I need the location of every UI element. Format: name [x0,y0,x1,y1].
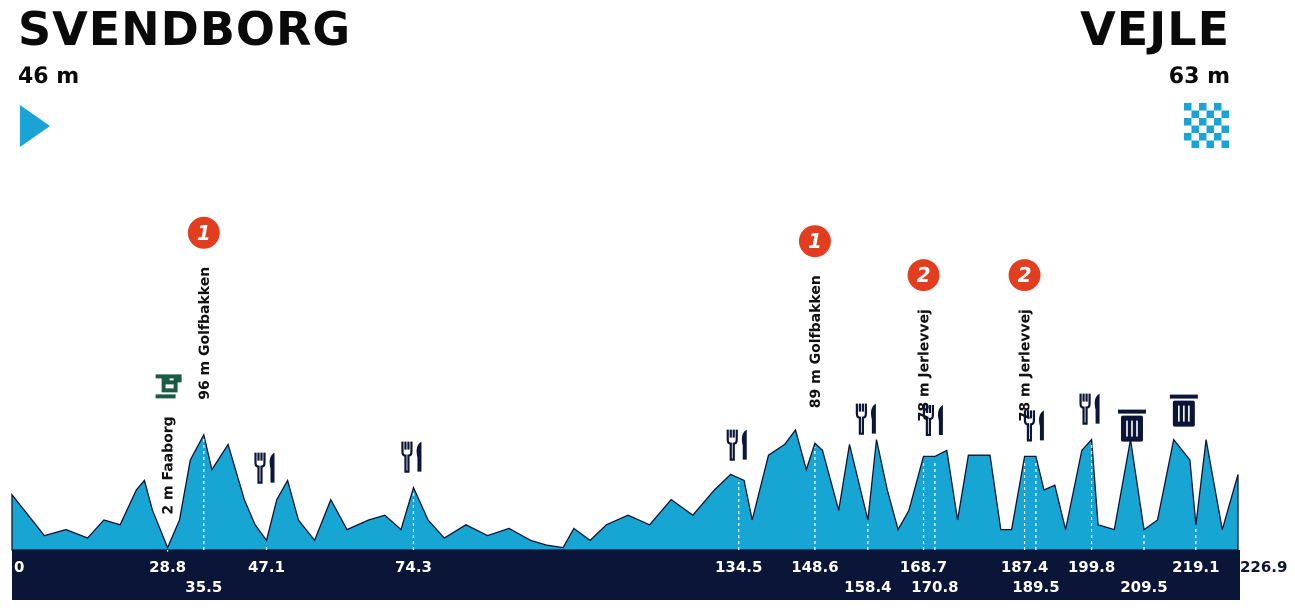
flag-square [1214,103,1222,111]
km-label: 187.4 [1001,558,1048,576]
feed-icon [741,429,747,460]
feed-icon [401,441,413,473]
finish-name: VEJLE [1080,2,1230,56]
km-label: 170.8 [911,578,958,596]
waste-lid [1169,394,1198,399]
feed-icon [922,404,934,437]
flag-square [1199,118,1207,126]
flag-square [1221,110,1229,118]
km-label: 0 [14,558,24,576]
feed-icon [855,403,867,435]
flag-square [1206,110,1214,118]
feed-icon [1023,410,1036,442]
km-label: 189.5 [1012,578,1059,596]
feed-icon [1094,393,1100,424]
climb-badge [798,225,831,258]
km-bar [12,550,1240,600]
flag-square [1199,103,1207,111]
flag-square [1206,140,1214,148]
flag-square [1191,125,1199,133]
km-label: 47.1 [248,558,285,576]
feed-icon [870,403,876,434]
feed-icon [1039,410,1044,441]
flag-square [1191,140,1199,148]
climb-category: 2 [917,263,931,287]
flag-square [1184,133,1192,141]
climb-badge [907,259,940,292]
start-name: SVENDBORG [18,2,351,56]
flag-square [1184,118,1192,126]
km-label: 134.5 [715,558,762,576]
km-label: 74.3 [395,558,432,576]
flag-square [1214,118,1222,126]
flag-square [1199,133,1207,141]
feed-icon [269,452,275,483]
climb-badge [187,216,220,249]
km-label: 209.5 [1120,578,1167,596]
start-elevation: 46 m [18,64,79,89]
flag-square [1221,125,1229,133]
flag-square [1206,125,1214,133]
waste-lid [1117,409,1146,414]
feed-icon [937,404,943,435]
climb-category: 1 [808,229,822,253]
flag-square [1191,110,1199,118]
km-label: 35.5 [185,578,222,596]
km-label: 28.8 [149,558,186,576]
climb-category: 2 [1018,263,1032,287]
finish-flag [1184,103,1229,148]
elevation-profile [11,428,1239,551]
flag-square [1184,103,1192,111]
climb-label: 78 m Jerlevvej [1018,309,1034,421]
feed-icon [726,429,738,461]
feed-icon [416,441,422,472]
km-label: 158.4 [844,578,891,596]
sprint-label: 2 m Faaborg [161,416,177,514]
start-icon [20,105,50,147]
km-label: 226.9 [1240,558,1287,576]
km-label: 148.6 [791,558,838,576]
climb-label: 96 m Golfbakken [197,267,213,400]
finish-elevation: 63 m [1169,64,1230,89]
km-label: 199.8 [1068,558,1115,576]
km-label: 168.7 [900,558,947,576]
climb-label: 78 m Jerlevvej [917,309,933,421]
flag-square [1214,133,1222,141]
climb-category: 1 [197,221,211,245]
sprint-icon [155,374,182,399]
climb-label: 89 m Golfbakken [808,275,824,408]
feed-icon [254,452,266,484]
feed-icon [1079,393,1091,425]
flag-square [1221,140,1229,148]
climb-badge [1008,259,1041,292]
km-label: 219.1 [1172,558,1219,576]
